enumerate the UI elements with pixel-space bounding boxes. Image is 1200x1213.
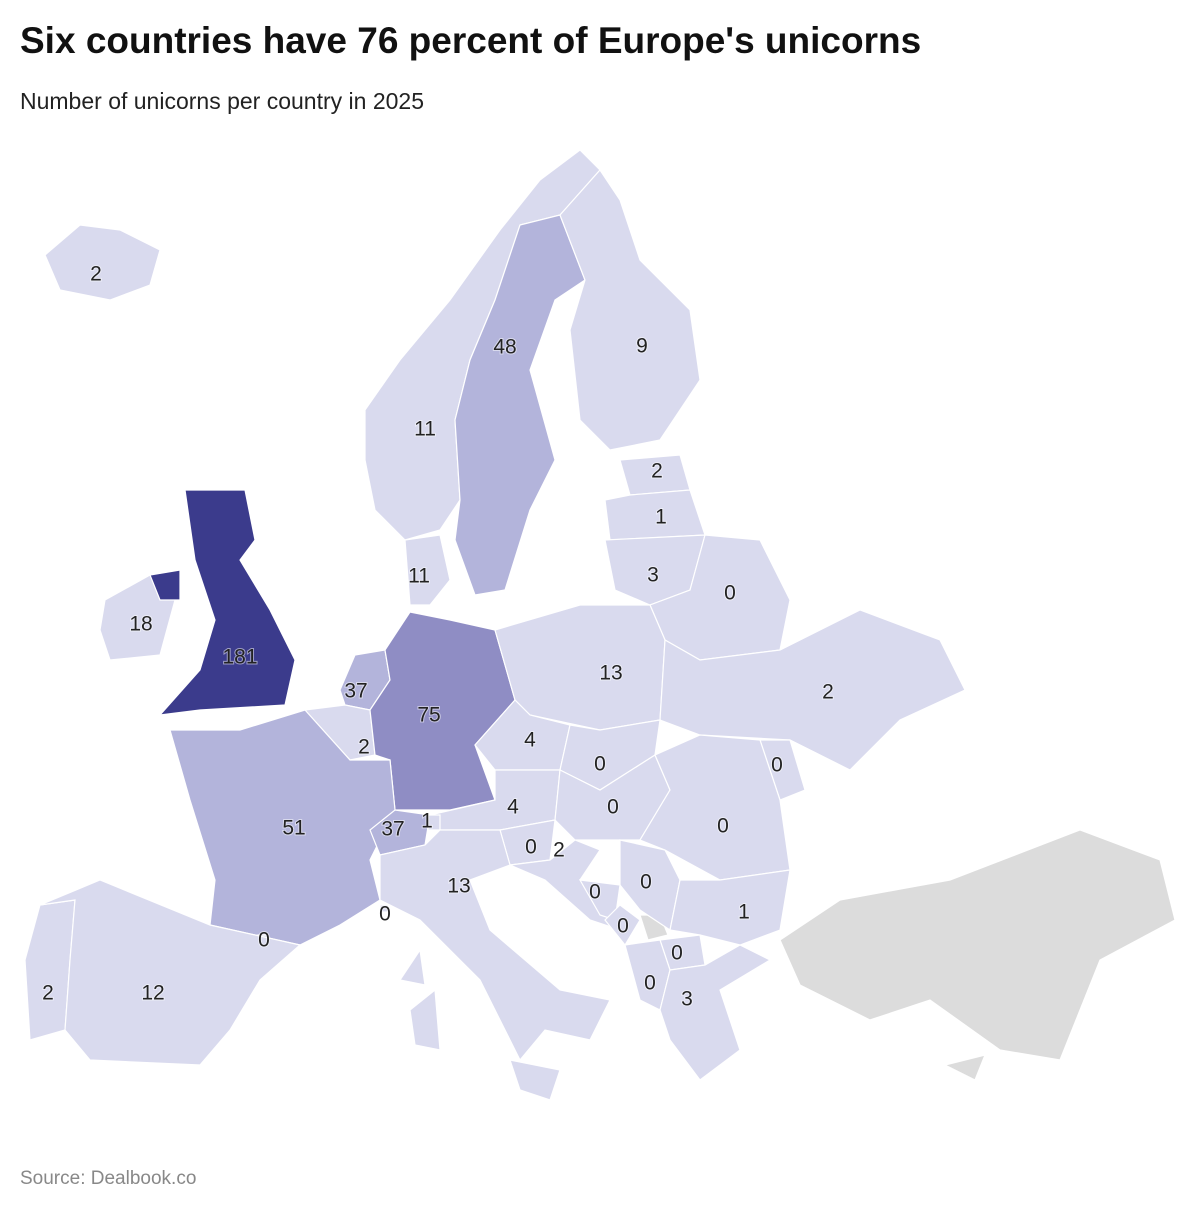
value-label-moldova: 0 [771,754,783,777]
country-montenegro[interactable] [604,904,641,947]
country-france[interactable] [169,709,396,946]
value-label-ireland: 18 [129,613,152,636]
value-label-serbia: 0 [640,871,652,894]
value-label-slovakia: 0 [594,753,606,776]
value-label-denmark: 11 [408,565,430,588]
value-label-montenegro: 0 [617,915,629,938]
country-greece[interactable] [659,944,772,1081]
value-label-czechia: 4 [524,729,536,752]
value-label-austria: 4 [507,796,519,819]
value-label-monaco: 0 [379,903,391,926]
value-label-ukraine: 2 [822,681,834,704]
value-label-belarus: 0 [724,582,736,605]
chart-subtitle: Number of unicorns per country in 2025 [20,88,424,114]
value-label-netherlands: 37 [344,680,367,703]
country-denmark[interactable] [404,534,451,606]
value-label-germany: 75 [417,704,440,727]
value-label-latvia: 1 [655,506,667,529]
country-united-kingdom[interactable] [149,489,296,716]
value-label-albania: 0 [644,972,656,995]
value-label-united-kingdom: 181 [222,646,257,669]
value-label-portugal: 2 [42,982,54,1005]
value-label-switzerland: 37 [381,818,404,841]
value-label-belgium: 2 [358,736,370,759]
value-label-norway: 11 [414,418,436,441]
country-ukraine[interactable] [659,609,966,771]
country-latvia[interactable] [604,489,706,541]
value-label-lithuania: 3 [647,564,659,587]
source-note: Source: Dealbook.co [20,1168,197,1189]
value-label-italy: 13 [447,875,470,898]
value-label-slovenia: 0 [525,836,537,859]
no-data-region [943,1054,986,1081]
country-iceland[interactable] [44,224,161,301]
value-label-north-macedonia: 0 [671,942,683,965]
country-sweden[interactable] [454,214,586,596]
value-label-france: 51 [282,817,305,840]
value-label-romania: 0 [717,815,729,838]
value-label-hungary: 0 [607,796,619,819]
value-label-poland: 13 [599,662,622,685]
country-bulgaria[interactable] [669,869,791,946]
value-label-iceland: 2 [90,263,102,286]
value-label-croatia: 2 [553,839,565,862]
country-monaco[interactable] [379,904,389,913]
value-label-andorra: 0 [258,929,270,952]
value-label-bosnia-and-herzegovina: 0 [589,881,601,904]
chart-title: Six countries have 76 percent of Europe'… [20,20,922,61]
country-finland[interactable] [559,169,701,451]
value-label-finland: 9 [636,335,648,358]
country-romania[interactable] [639,734,791,881]
country-spain[interactable] [39,879,302,1066]
value-label-bulgaria: 1 [738,901,750,924]
value-label-sweden: 48 [493,336,516,359]
value-label-greece: 3 [681,988,693,1011]
value-label-liechtenstein: 1 [421,810,433,833]
country-italy[interactable] [379,829,611,1101]
value-label-estonia: 2 [651,460,663,483]
value-label-spain: 12 [141,982,164,1005]
no-data-region [779,829,1176,1061]
